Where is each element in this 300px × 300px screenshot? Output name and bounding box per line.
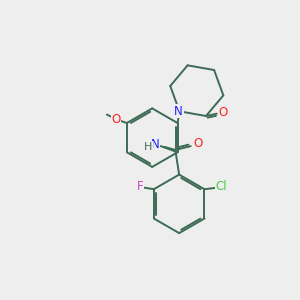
Text: N: N bbox=[174, 105, 183, 118]
Text: N: N bbox=[151, 138, 160, 151]
Text: O: O bbox=[194, 137, 203, 150]
Text: O: O bbox=[112, 113, 121, 126]
Text: Cl: Cl bbox=[216, 180, 227, 193]
Text: O: O bbox=[218, 106, 228, 118]
Text: H: H bbox=[144, 142, 152, 152]
Text: F: F bbox=[136, 180, 143, 193]
